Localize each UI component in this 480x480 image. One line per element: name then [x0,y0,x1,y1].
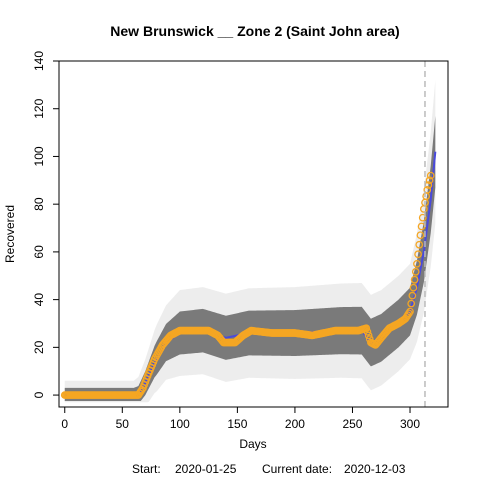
y-tick-label: 60 [32,245,46,259]
observed-point [425,176,434,185]
start-label: Start: [132,462,161,476]
current-date-label: Current date: [262,462,332,476]
observed-point [362,324,371,333]
observed-point [408,291,417,300]
observed-point [426,171,435,180]
observed-point [418,213,427,222]
x-tick-label: 100 [170,417,190,431]
x-tick-label: 200 [285,417,305,431]
observed-point [411,267,420,276]
y-axis-title: Recovered [3,205,17,263]
chart-title: New Brunswick __ Zone 2 (Saint John area… [110,23,399,39]
plot-frame [58,60,449,408]
y-tick-label: 120 [32,98,46,118]
observed-point [414,250,422,259]
x-tick-label: 50 [116,417,130,431]
observed-point [423,186,432,194]
x-tick-label: 0 [61,417,68,431]
observed-point [364,331,373,340]
observed-point [415,240,424,249]
observed-point [409,283,418,292]
observed-point [410,275,419,284]
plot-layer [60,61,437,407]
start-date: 2020-01-25 [175,462,237,476]
axes-layer: 0 50 100 150 200 250 300 0 20 40 60 80 100 120 140 [32,51,420,431]
x-tick-label: 150 [227,417,247,431]
x-tick-label: 250 [342,417,362,431]
y-tick-label: 80 [32,197,46,211]
y-tick-label: 20 [32,340,46,354]
y-tick-label: 100 [32,146,46,166]
observed-point [407,299,416,308]
observed-point [416,231,425,240]
y-tick-label: 140 [32,51,46,71]
observed-point [406,307,414,316]
x-axis-title: Days [239,437,266,451]
y-tick-label: 40 [32,293,46,307]
y-tick-label: 0 [32,391,46,398]
x-tick-label: 300 [400,417,420,431]
current-date: 2020-12-03 [344,462,406,476]
observed-point [363,327,372,336]
footer: Start: 2020-01-25 Current date: 2020-12-… [132,462,406,476]
observed-point [413,259,421,268]
